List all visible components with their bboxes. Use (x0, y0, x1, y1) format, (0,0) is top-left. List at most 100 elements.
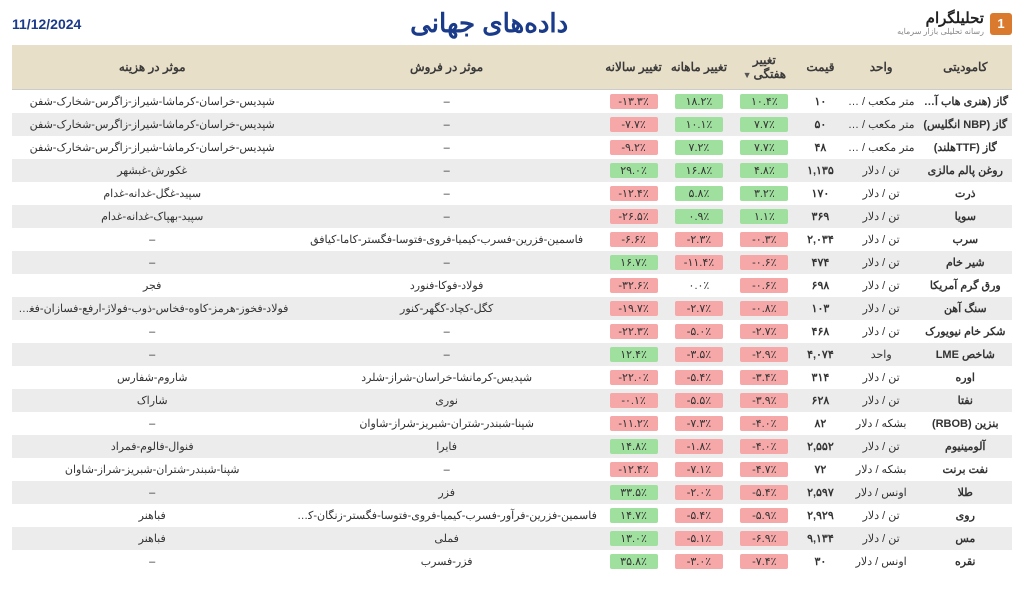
table-row: مستن / دلار۹,۱۳۴-۶.٩٪-۵.١٪١٣.٠٪فملیفباهن… (12, 527, 1012, 550)
cell-commodity: روی (919, 504, 1012, 527)
table-row: ذرتتن / دلار۱۷۰٣.٢٪۵.٨٪-١٢.۴٪–سپید-غگل-غ… (12, 182, 1012, 205)
cell-unit: تن / دلار (844, 366, 919, 389)
cell-cost: شپدیس-خراسان-کرماشا-شیراز-زاگرس-شخارک-شف… (12, 90, 292, 114)
cell-unit: متر مکعب / سنت (844, 90, 919, 114)
col-sales-effect: موثر در فروش (292, 45, 600, 90)
cell-weekly: -٠.۶٪ (732, 251, 797, 274)
table-row: ورق گرم آمریکاتن / دلار۶۹۸-٠.۶٪٠.٠٪-٣٢.۶… (12, 274, 1012, 297)
cell-sales: – (292, 159, 600, 182)
cell-weekly: -٢.٩٪ (732, 343, 797, 366)
cell-unit: بشکه / دلار (844, 458, 919, 481)
cell-monthly: -٣.۵٪ (666, 343, 731, 366)
cell-yearly: ١٢.۴٪ (601, 343, 666, 366)
cell-sales: فایرا (292, 435, 600, 458)
cell-cost: فباهنر (12, 527, 292, 550)
commodities-table: کامودیتی واحد قیمت تغییر هفتگی▼ تغییر ما… (12, 45, 1012, 573)
cell-yearly: -٣٢.۶٪ (601, 274, 666, 297)
cell-price: ۴۶۸ (797, 320, 844, 343)
cell-yearly: -٢٢.٠٪ (601, 366, 666, 389)
cell-monthly: -١.٨٪ (666, 435, 731, 458)
col-monthly: تغییر ماهانه (666, 45, 731, 90)
cell-monthly: -۵.٠٪ (666, 320, 731, 343)
cell-yearly: -٢٢.٣٪ (601, 320, 666, 343)
cell-monthly: ٠.٩٪ (666, 205, 731, 228)
cell-cost: شاروم-شفارس (12, 366, 292, 389)
cell-cost: سپید-بهپاک-غدانه-غدام (12, 205, 292, 228)
cell-cost: شپنا-شبندر-شتران-شبریز-شراز-شاوان (12, 458, 292, 481)
table-row: سویاتن / دلار۳۶۹١.١٪٠.٩٪-٢۶.۵٪–سپید-بهپا… (12, 205, 1012, 228)
col-cost-effect: موثر در هزینه (12, 45, 292, 90)
cell-unit: تن / دلار (844, 320, 919, 343)
cell-price: ۴۷۴ (797, 251, 844, 274)
cell-weekly: ٣.٢٪ (732, 182, 797, 205)
col-weekly[interactable]: تغییر هفتگی▼ (732, 45, 797, 90)
cell-cost: – (12, 228, 292, 251)
cell-sales: شپدیس-کرمانشا-خراسان-شراز-شلرد (292, 366, 600, 389)
table-row: رویتن / دلار۲,۹۲۹-۵.٩٪-۵.۴٪١۴.٧٪فاسمین-ف… (12, 504, 1012, 527)
table-row: نقرهاونس / دلار۳۰-٧.۴٪-٣.٠٪٣۵.٨٪فزر-فسرب… (12, 550, 1012, 573)
cell-monthly: -٢.٠٪ (666, 481, 731, 504)
cell-commodity: گاز (هنری هاب آمریکا) (919, 90, 1012, 114)
cell-monthly: -۵.۴٪ (666, 366, 731, 389)
cell-weekly: -۵.٩٪ (732, 504, 797, 527)
cell-cost: فجر (12, 274, 292, 297)
cell-cost: – (12, 343, 292, 366)
cell-sales: فزر (292, 481, 600, 504)
report-date: 11/12/2024 (12, 16, 81, 32)
cell-monthly: ١٠.١٪ (666, 113, 731, 136)
cell-weekly: -۵.۴٪ (732, 481, 797, 504)
cell-monthly: -۵.۵٪ (666, 389, 731, 412)
cell-price: ۴,۰۷۴ (797, 343, 844, 366)
cell-unit: متر مکعب / سنت (844, 113, 919, 136)
cell-yearly: ١۴.٨٪ (601, 435, 666, 458)
cell-unit: تن / دلار (844, 251, 919, 274)
cell-cost: شاراک (12, 389, 292, 412)
cell-price: ۹,۱۳۴ (797, 527, 844, 550)
cell-monthly: -۵.۴٪ (666, 504, 731, 527)
cell-yearly: -٢۶.۵٪ (601, 205, 666, 228)
cell-unit: اونس / دلار (844, 550, 919, 573)
cell-unit: متر مکعب / سنت (844, 136, 919, 159)
cell-commodity: آلومینیوم (919, 435, 1012, 458)
cell-weekly: -۴.٠٪ (732, 435, 797, 458)
cell-sales: فولاد-فوکا-فنورد (292, 274, 600, 297)
table-row: گاز (هنری هاب آمریکا)متر مکعب / سنت۱۰١٠.… (12, 90, 1012, 114)
cell-yearly: ١٣.٠٪ (601, 527, 666, 550)
cell-weekly: ١.١٪ (732, 205, 797, 228)
cell-yearly: -٠.١٪ (601, 389, 666, 412)
cell-unit: بشکه / دلار (844, 412, 919, 435)
cell-unit: تن / دلار (844, 228, 919, 251)
cell-cost: شپدیس-خراسان-کرماشا-شیراز-زاگرس-شخارک-شف… (12, 136, 292, 159)
cell-yearly: ٣۵.٨٪ (601, 550, 666, 573)
cell-commodity: بنزین (RBOB) (919, 412, 1012, 435)
cell-yearly: -١٣.٣٪ (601, 90, 666, 114)
cell-weekly: -٠.٨٪ (732, 297, 797, 320)
cell-unit: تن / دلار (844, 389, 919, 412)
cell-cost: – (12, 550, 292, 573)
col-price: قیمت (797, 45, 844, 90)
cell-commodity: نفت برنت (919, 458, 1012, 481)
cell-price: ۱۰ (797, 90, 844, 114)
cell-cost: شپدیس-خراسان-کرماشا-شیراز-زاگرس-شخارک-شف… (12, 113, 292, 136)
cell-weekly: -٣.٩٪ (732, 389, 797, 412)
cell-commodity: شاخص LME (919, 343, 1012, 366)
cell-cost: فولاد-فخوز-هرمز-کاوه-فخاس-ذوب-فولاژ-ارفع… (12, 297, 292, 320)
cell-unit: تن / دلار (844, 182, 919, 205)
cell-weekly: ٧.٧٪ (732, 136, 797, 159)
cell-yearly: -٧.٧٪ (601, 113, 666, 136)
cell-monthly: ۵.٨٪ (666, 182, 731, 205)
cell-yearly: -١٢.۴٪ (601, 182, 666, 205)
table-row: شاخص LMEواحد۴,۰۷۴-٢.٩٪-٣.۵٪١٢.۴٪–– (12, 343, 1012, 366)
cell-unit: تن / دلار (844, 297, 919, 320)
cell-price: ۲,۵۵۲ (797, 435, 844, 458)
col-commodity: کامودیتی (919, 45, 1012, 90)
cell-price: ۸۲ (797, 412, 844, 435)
cell-weekly: -٢.٧٪ (732, 320, 797, 343)
cell-unit: تن / دلار (844, 205, 919, 228)
cell-price: ۴۸ (797, 136, 844, 159)
cell-cost: – (12, 320, 292, 343)
cell-commodity: نقره (919, 550, 1012, 573)
cell-price: ۳۰ (797, 550, 844, 573)
cell-commodity: سرب (919, 228, 1012, 251)
table-header-row: کامودیتی واحد قیمت تغییر هفتگی▼ تغییر ما… (12, 45, 1012, 90)
